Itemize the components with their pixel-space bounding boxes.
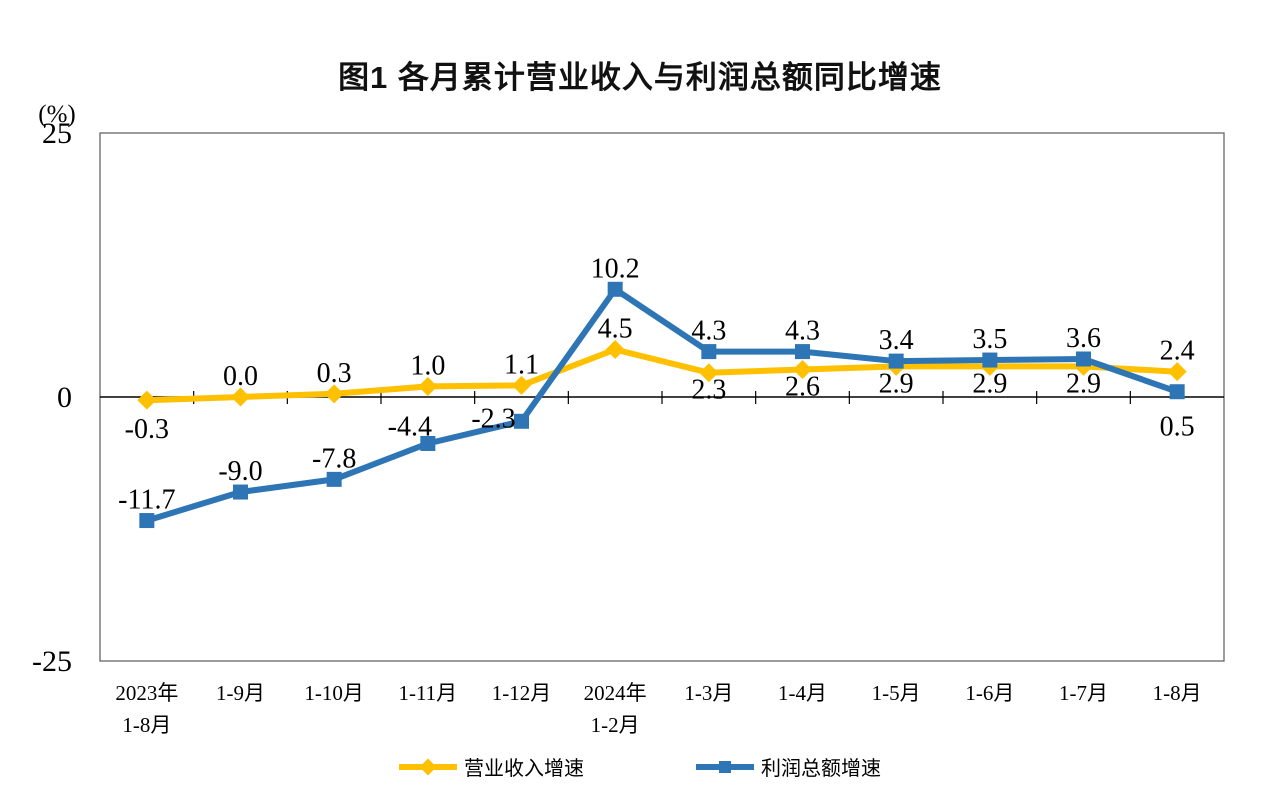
x-axis-category-label: 1-3月 — [684, 681, 733, 705]
square-marker — [139, 513, 155, 529]
data-point-label: 4.3 — [691, 316, 726, 347]
data-point-label: 2.9 — [879, 368, 914, 399]
diamond-marker — [1167, 362, 1187, 382]
square-marker — [326, 471, 342, 487]
data-point-label: 2.9 — [1066, 368, 1101, 399]
x-axis-category-label: 1-9月 — [216, 681, 265, 705]
square-marker — [233, 484, 248, 500]
data-point-label: 3.6 — [1066, 323, 1101, 354]
x-axis-category-label: 2024年 — [584, 681, 647, 705]
revenue-line — [143, 346, 1181, 404]
x-axis-category-label: 1-5月 — [872, 681, 921, 705]
data-point-label: 2.6 — [785, 372, 820, 403]
diamond-marker — [324, 384, 344, 404]
legend: 营业收入增速 利润总额增速 — [0, 752, 1280, 781]
data-point-label: -7.8 — [312, 443, 356, 474]
x-axis-category-label: 1-2月 — [591, 713, 640, 737]
legend-item-profit: 利润总额增速 — [696, 752, 881, 781]
square-marker — [420, 435, 436, 451]
square-marker — [1076, 351, 1091, 367]
data-point-label: 0.0 — [223, 361, 258, 392]
revenue-series-icon — [399, 758, 457, 775]
data-point-label: 1.0 — [410, 350, 445, 381]
x-axis-category-label: 1-4月 — [778, 681, 827, 705]
data-point-label: 2.3 — [691, 375, 726, 406]
profit-line — [143, 286, 1181, 524]
data-point-label: 0.5 — [1160, 412, 1195, 443]
data-point-label: -4.4 — [388, 411, 432, 442]
diamond-marker — [231, 387, 250, 407]
y-axis-tick-label: 0 — [57, 381, 72, 414]
x-axis-category-label: 2023年 — [115, 681, 178, 705]
square-marker — [982, 352, 998, 368]
data-point-label: 0.3 — [317, 358, 352, 389]
data-point-label: 10.2 — [591, 253, 640, 284]
diamond-marker — [418, 376, 438, 396]
y-axis-tick-label: 25 — [42, 117, 72, 150]
data-point-label: -0.3 — [125, 414, 169, 445]
diamond-marker — [512, 375, 531, 395]
x-axis-category-label: 1-7月 — [1059, 681, 1108, 705]
x-axis-category-label: 1-11月 — [398, 681, 457, 705]
data-point-label: 3.4 — [879, 325, 914, 356]
diamond-marker — [605, 339, 625, 359]
data-point-label: -9.0 — [218, 456, 262, 487]
legend-label-revenue: 营业收入增速 — [464, 758, 584, 780]
y-axis-unit-label: (%) — [38, 101, 75, 128]
profit-series-icon — [696, 759, 754, 775]
legend-label-profit: 利润总额增速 — [761, 758, 881, 780]
x-axis-category-label: 1-8月 — [122, 713, 171, 737]
chart-title: 图1 各月累计营业收入与利润总额同比增速 — [338, 60, 942, 95]
x-axis-category-label: 1-6月 — [965, 681, 1014, 705]
diamond-marker — [699, 363, 719, 383]
square-marker — [888, 353, 904, 369]
square-marker — [701, 344, 717, 360]
data-point-label: 3.5 — [972, 324, 1007, 355]
data-point-label: -11.7 — [118, 485, 175, 516]
diamond-marker — [793, 360, 812, 380]
data-point-label: 1.1 — [504, 349, 539, 380]
y-axis-tick-label: -25 — [32, 645, 72, 678]
square-marker-icon — [719, 760, 731, 773]
legend-item-revenue: 营业收入增速 — [399, 752, 584, 781]
x-axis-category-label: 1-12月 — [492, 681, 552, 705]
square-marker — [514, 413, 529, 429]
data-point-label: -2.3 — [471, 403, 515, 434]
x-axis-category-label: 1-10月 — [304, 681, 364, 705]
square-marker — [795, 344, 810, 360]
data-point-label: 4.5 — [598, 313, 633, 344]
data-point-label: 2.4 — [1160, 336, 1195, 367]
data-point-label: 4.3 — [785, 316, 820, 347]
diamond-marker — [137, 390, 157, 410]
square-marker — [607, 281, 623, 297]
x-axis-category-label: 1-8月 — [1153, 681, 1202, 705]
square-marker — [1169, 384, 1185, 400]
data-point-label: 2.9 — [972, 368, 1007, 399]
diamond-marker-icon — [419, 758, 437, 775]
